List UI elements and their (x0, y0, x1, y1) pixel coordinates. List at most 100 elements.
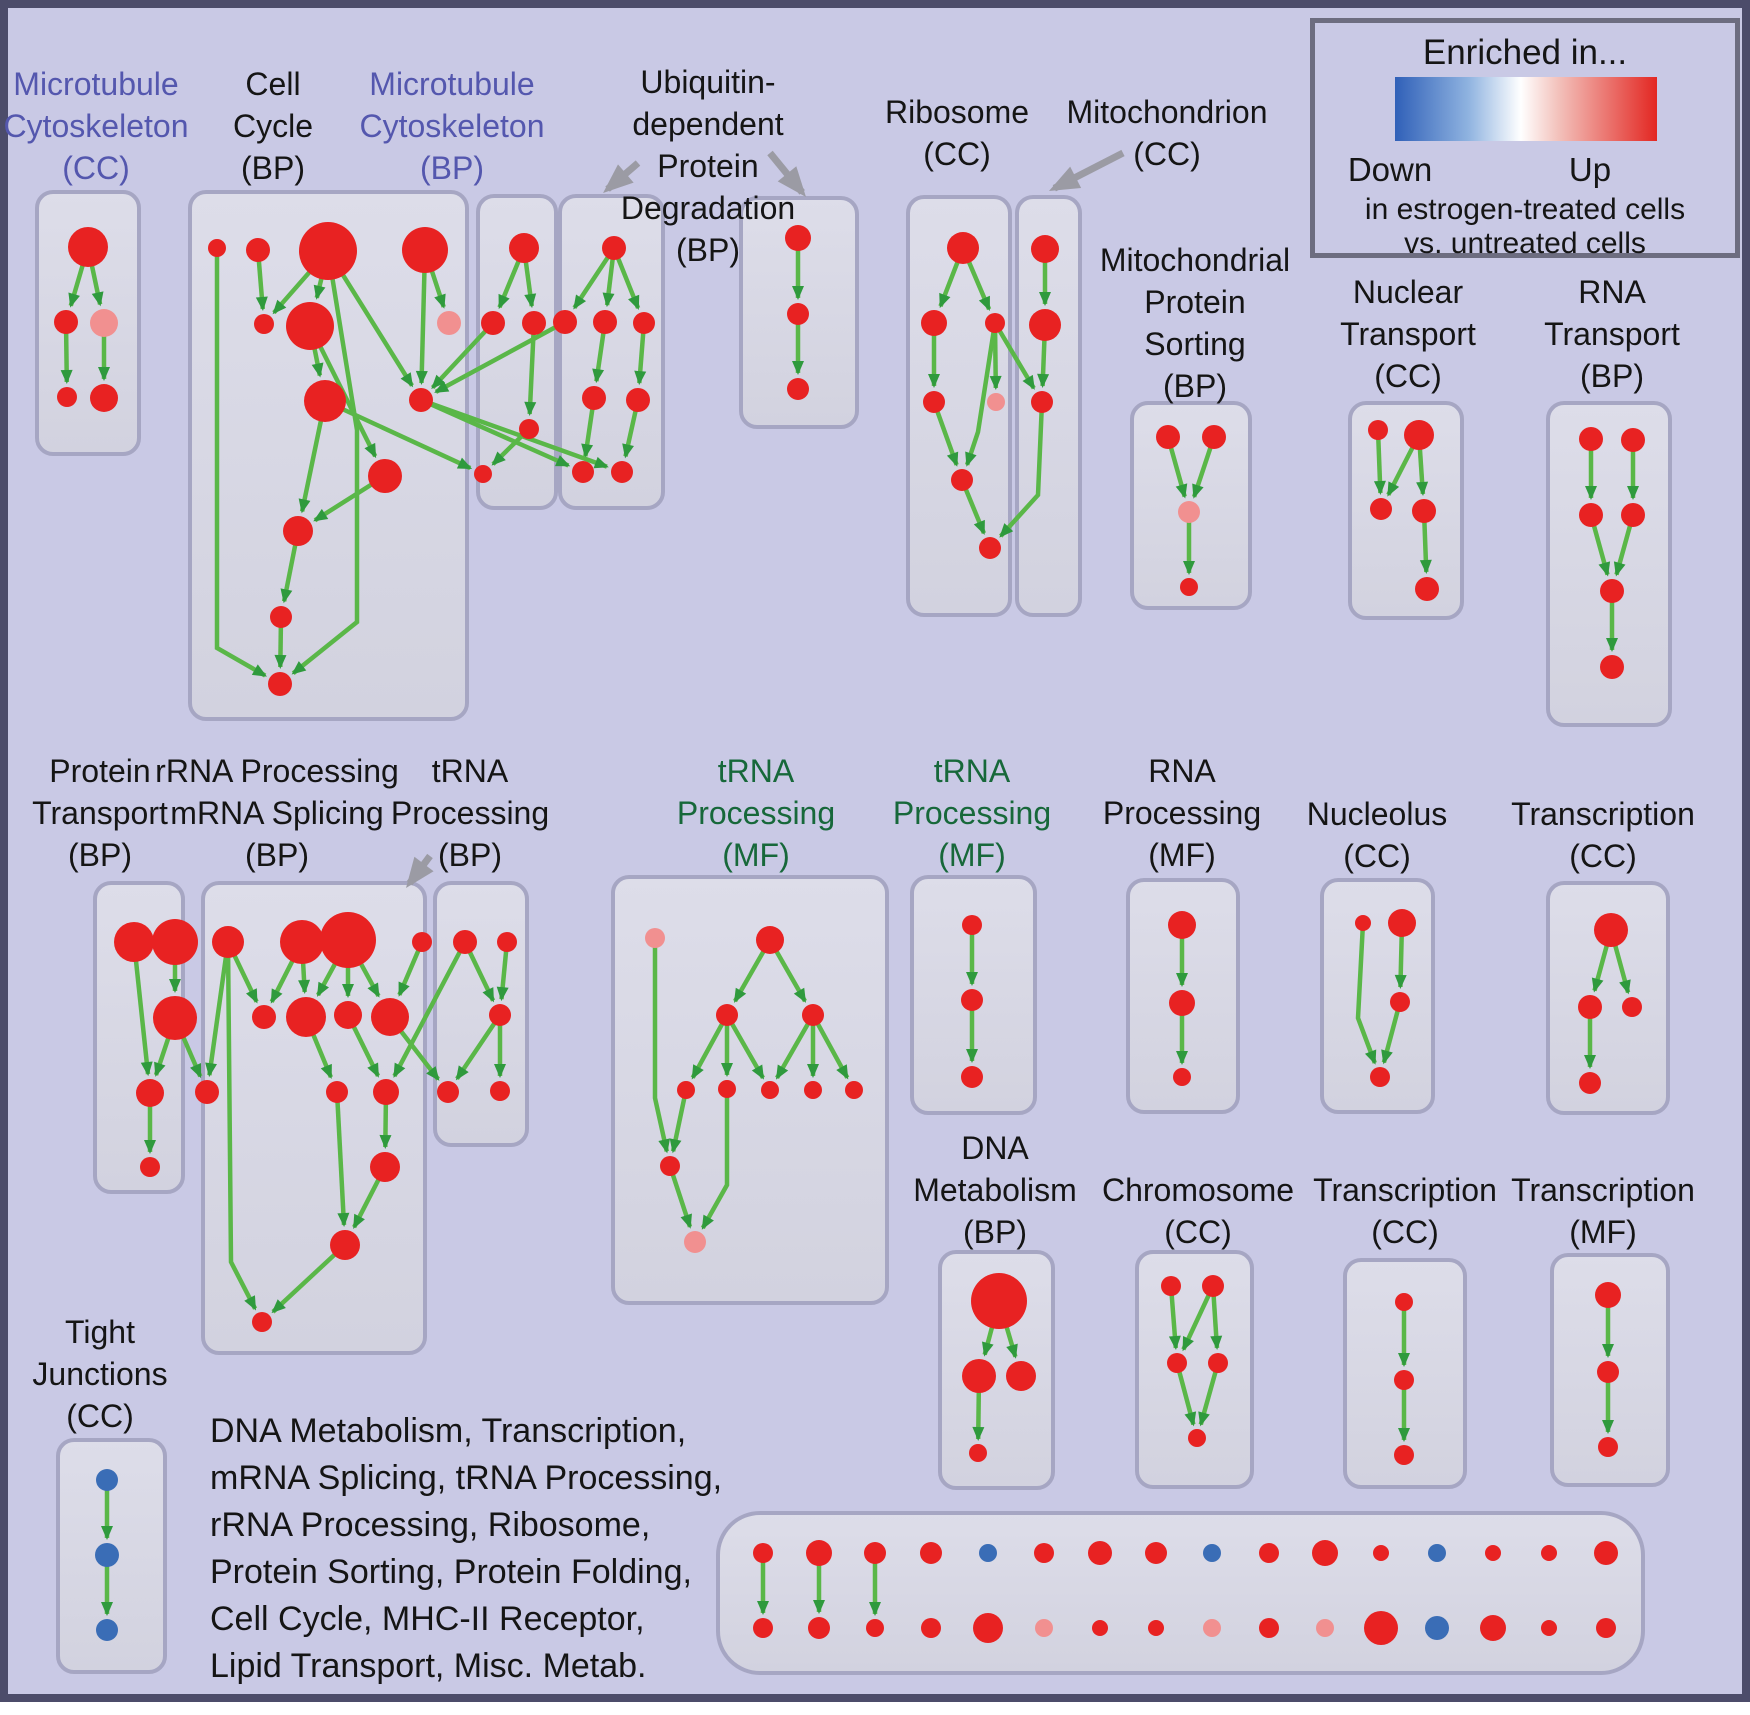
microtubule-cytoskeleton-bp-go-term-node (481, 311, 505, 335)
transcription-cc-row3-go-term-node (1395, 1293, 1413, 1311)
ribosome-cc-go-term-node (923, 391, 945, 413)
trna-processing-mf-a-go-term-node (645, 928, 665, 948)
misc-enriched-terms-go-term-node (1035, 1619, 1053, 1637)
rna-transport-bp-go-term-node (1621, 503, 1645, 527)
microtubule-cytoskeleton-bp-go-term-node (522, 311, 546, 335)
trna-processing-mf-a-edge-arrow (725, 1013, 765, 1080)
rrna-processing-mrna-splicing-bp-go-term-node (252, 1312, 272, 1332)
misc-enriched-terms-go-term-node (753, 1618, 773, 1638)
cell-cycle-bp-go-term-node (286, 302, 334, 350)
transcription-mf-go-term-node (1597, 1361, 1619, 1383)
legend-box: Enriched in... Down Up in estrogen-treat… (1310, 18, 1740, 260)
cell-cycle-bp-go-term-node (402, 227, 448, 273)
chromosome-cc-edge-arrow (1168, 1285, 1181, 1350)
ubiquitin-degradation-bp-a-go-term-node (553, 310, 577, 334)
label-rna-transport-bp: RNA Transport (BP) (1544, 274, 1680, 394)
mitochondrion-cc-go-term-node (1029, 309, 1061, 341)
misc-enriched-terms-go-term-node (920, 1542, 942, 1564)
ribosome-cc-go-term-node (979, 537, 1001, 559)
rna-processing-mf-go-term-node (1173, 1068, 1191, 1086)
cross-cluster-edge-arrow (993, 321, 1036, 390)
label-protein-transport-bp: Protein Transport (BP) (32, 753, 168, 873)
ubiquitin-degradation-bp-a-go-term-node (572, 461, 594, 483)
rrna-processing-mrna-splicing-bp-edge-arrow (225, 941, 258, 1311)
chromosome-cc-go-term-node (1202, 1275, 1224, 1297)
label-transcription-mf: Transcription (MF) (1511, 1172, 1695, 1250)
cross-cluster-edge-arrow (420, 397, 609, 469)
microtubule-cytoskeleton-bp-go-term-node (474, 465, 492, 483)
protein-transport-bp-go-term-node (152, 919, 198, 965)
trna-processing-mf-a-go-term-node (660, 1156, 680, 1176)
misc-enriched-terms-go-term-node (1541, 1545, 1557, 1561)
trna-processing-bp-go-term-node (437, 1081, 459, 1103)
label-mitochondrion-cc: Mitochondrion (CC) (1066, 94, 1268, 172)
chromosome-cc-edge-arrow (1198, 1362, 1221, 1427)
misc-enriched-terms-go-term-node (808, 1617, 830, 1639)
label-pointer-arrow-icon (603, 160, 641, 194)
legend-subtitle-line1: in estrogen-treated cells (1364, 193, 1686, 226)
rrna-processing-mrna-splicing-bp-go-term-node (371, 998, 409, 1036)
rrna-processing-mrna-splicing-bp-go-term-node (252, 1005, 276, 1029)
misc-enriched-terms-go-term-node (1485, 1545, 1501, 1561)
ubiquitin-degradation-bp-a-go-term-node (626, 388, 650, 412)
label-microtubule-cytoskeleton-cc: Microtubule Cytoskeleton (CC) (3, 66, 189, 186)
trna-processing-mf-a-go-term-node (845, 1081, 863, 1099)
nuclear-transport-cc-go-term-node (1368, 420, 1388, 440)
misc-enriched-terms-go-term-node (1316, 1619, 1334, 1637)
mitochondrion-cc-go-term-node (1031, 235, 1059, 263)
rrna-processing-mrna-splicing-bp-go-term-node (286, 997, 326, 1037)
label-trna-processing-bp: tRNA Processing (BP) (390, 753, 550, 873)
nodes-layer (54, 149, 1645, 1645)
transcription-cc-row3-go-term-node (1394, 1370, 1414, 1390)
misc-enriched-terms-go-term-node (1312, 1540, 1338, 1566)
ribosome-cc-go-term-node (985, 313, 1005, 333)
label-pointer-arrow-icon (1048, 149, 1125, 192)
label-rrna-processing-mrna-splicing-bp: rRNA Processing mRNA Splicing (BP) (155, 753, 399, 873)
rna-processing-mf-go-term-node (1169, 990, 1195, 1016)
cross-cluster-edge-arrow (430, 321, 495, 390)
label-trna-processing-mf-1: tRNA Processing (MF) (676, 753, 836, 873)
label-tight-junctions-cc: Tight Junctions (CC) (32, 1314, 168, 1434)
ribosome-cc-go-term-node (951, 469, 973, 491)
protein-transport-bp-go-term-node (114, 922, 154, 962)
label-cell-cycle-bp: Cell Cycle (BP) (232, 66, 314, 186)
ubiquitin-degradation-bp-a-go-term-node (602, 236, 626, 260)
misc-enriched-terms-go-term-node (864, 1542, 886, 1564)
trna-processing-mf-a-edge-arrow (700, 1089, 730, 1230)
misc-enriched-terms-box (716, 1511, 1645, 1675)
misc-enriched-terms-go-term-node (866, 1619, 884, 1637)
ribosome-cc-go-term-node (987, 393, 1005, 411)
cross-cluster-edge-arrow (324, 398, 473, 471)
mitochondrion-cc-go-term-node (1031, 391, 1053, 413)
mitochondrial-protein-sorting-bp-go-term-node (1202, 425, 1226, 449)
label-transcription-cc-row2: Transcription (CC) (1511, 796, 1695, 874)
rrna-processing-mrna-splicing-bp-go-term-node (326, 1081, 348, 1103)
cross-cluster-edge-arrow (392, 940, 467, 1078)
nuclear-transport-cc-go-term-node (1415, 577, 1439, 601)
transcription-cc-row2-box (1546, 881, 1670, 1115)
misc-enriched-terms-go-term-node (806, 1540, 832, 1566)
ubiquitin-degradation-bp-a-go-term-node (593, 310, 617, 334)
misc-enriched-terms-go-term-node (1596, 1618, 1616, 1638)
trna-processing-mf-a-go-term-node (684, 1231, 706, 1253)
cell-cycle-bp-go-term-node (368, 459, 402, 493)
label-mitochondrial-protein-sorting-bp: Mitochondrial Protein Sorting (BP) (1099, 242, 1291, 404)
rna-transport-bp-go-term-node (1600, 655, 1624, 679)
chromosome-cc-box (1135, 1250, 1254, 1489)
ubiquitin-degradation-bp-a-box (558, 194, 665, 510)
cell-cycle-bp-go-term-node (246, 238, 270, 262)
dna-metabolism-bp-go-term-node (1006, 1361, 1036, 1391)
label-microtubule-cytoskeleton-bp: Microtubule Cytoskeleton (BP) (359, 66, 545, 186)
label-trna-processing-mf-2: tRNA Processing (MF) (892, 753, 1052, 873)
rna-transport-bp-go-term-node (1621, 428, 1645, 452)
tight-junctions-cc-go-term-node (96, 1469, 118, 1491)
protein-transport-bp-go-term-node (153, 996, 197, 1040)
label-dna-metabolism-bp: DNA Metabolism (BP) (913, 1130, 1077, 1250)
microtubule-cytoskeleton-cc-go-term-node (57, 387, 77, 407)
label-rna-processing-mf: RNA Processing (MF) (1102, 753, 1262, 873)
ubiquitin-degradation-bp-a-go-term-node (611, 461, 633, 483)
misc-enriched-terms-go-term-node (1034, 1543, 1054, 1563)
cell-cycle-bp-go-term-node (437, 311, 461, 335)
cross-cluster-edge-arrow (434, 320, 567, 394)
